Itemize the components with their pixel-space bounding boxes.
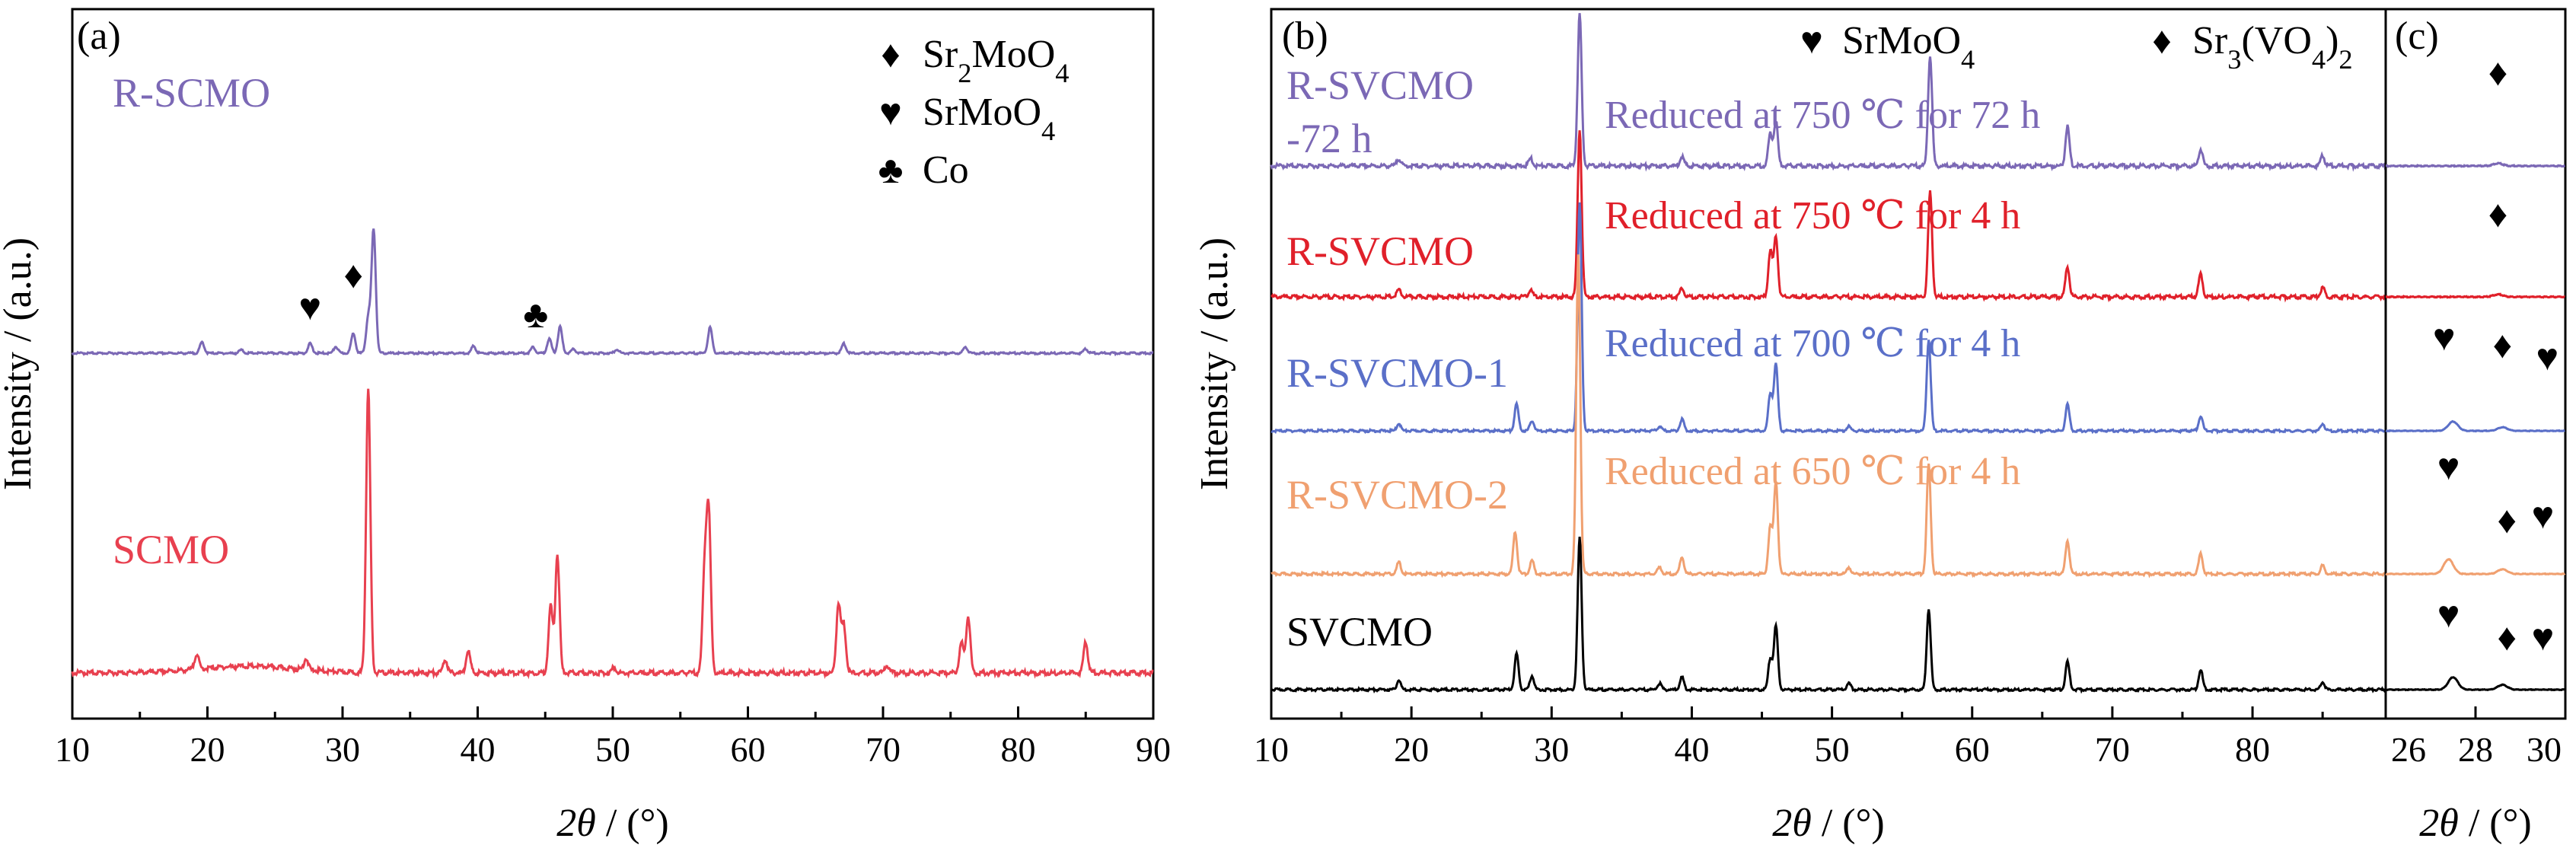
x-tick-label: 30 <box>2527 730 2562 769</box>
phase-marker: ♦ <box>2488 193 2508 235</box>
axis-label: Intensity / (a.u.) <box>0 238 40 490</box>
phase-marker: ♥ <box>2532 616 2555 658</box>
series-label: SVCMO <box>1286 609 1433 655</box>
legend-symbol: ♣ <box>878 148 904 191</box>
x-tick-label: 70 <box>866 730 901 769</box>
x-tick-label: 10 <box>1254 730 1289 769</box>
axis-label: 2θ / (°) <box>2419 802 2531 845</box>
x-tick-label: 26 <box>2391 730 2426 769</box>
legend-label: Sr3(VO4)2 <box>2192 19 2353 75</box>
series-line <box>1270 202 2386 435</box>
phase-marker: ♦ <box>2493 324 2513 366</box>
phase-marker: ♦ <box>2488 51 2508 94</box>
panel-c: 26 28 30 (c) 2θ / (°) ♦ ♦ ♥ ♦ ♥ ♥ ♦ ♥ ♥ ♦ ♥ <box>2384 8 2567 845</box>
zoom-series-line <box>2385 419 2565 433</box>
phase-marker: ♣ <box>523 293 548 336</box>
x-tick-label: 70 <box>2095 730 2130 769</box>
axis-label: 2θ / (°) <box>556 802 668 845</box>
reduction-annotation: Reduced at 750 ℃ for 4 h <box>1605 194 2020 238</box>
series-label: R-SVCMO <box>1286 62 1474 108</box>
phase-marker: ♦ <box>2498 499 2517 541</box>
series-line-r-scmo <box>71 228 1154 357</box>
zoom-series-line <box>2385 161 2565 168</box>
x-tick-label: 60 <box>731 730 766 769</box>
x-tick-label: 28 <box>2458 730 2493 769</box>
x-tick-label: 40 <box>461 730 496 769</box>
series-label: R-SVCMO-1 <box>1286 350 1508 396</box>
phase-marker: ♥ <box>2437 445 2460 488</box>
panel-b-label: (b) <box>1282 14 1328 58</box>
x-tick-label: 30 <box>325 730 360 769</box>
series-line <box>1270 130 2386 303</box>
reduction-annotation: Reduced at 650 ℃ for 4 h <box>1605 450 2020 493</box>
x-tick-label: 10 <box>55 730 90 769</box>
x-tick-label: 20 <box>1394 730 1429 769</box>
x-tick-label: 80 <box>1001 730 1036 769</box>
x-tick-label: 40 <box>1674 730 1709 769</box>
reduction-annotation: Reduced at 700 ℃ for 4 h <box>1605 322 2020 365</box>
legend-symbol: ♥ <box>1800 19 1823 62</box>
panel-b: 10 20 30 40 50 60 70 80 (b) 2θ / (°) Intensity / (… <box>1193 8 2387 845</box>
phase-marker: ♥ <box>2532 494 2555 537</box>
panel-c-label: (c) <box>2395 14 2439 58</box>
axis-label: 2θ / (°) <box>1772 802 1884 845</box>
x-tick-label: 30 <box>1534 730 1569 769</box>
series-label: R-SVCMO <box>1286 228 1474 274</box>
phase-marker: ♦ <box>343 253 363 296</box>
series-label: R-SVCMO-2 <box>1286 472 1508 518</box>
phase-marker: ♦ <box>2498 616 2517 658</box>
legend-label: Co <box>923 148 969 192</box>
series-line-scmo <box>71 388 1154 680</box>
legend-symbol: ♦ <box>881 33 901 75</box>
legend-label: SrMoO4 <box>1842 19 1975 75</box>
zoom-series-line <box>2386 676 2566 692</box>
series-label: -72 h <box>1286 116 1372 161</box>
legend-symbol: ♥ <box>879 91 902 133</box>
x-tick-label: 50 <box>595 730 630 769</box>
phase-marker: ♥ <box>2536 336 2559 378</box>
x-tick-label: 50 <box>1815 730 1850 769</box>
zoom-series-line <box>2385 292 2565 299</box>
series-line <box>1270 13 2387 172</box>
series-line <box>1270 536 2387 694</box>
phase-marker: ♥ <box>2433 316 2456 359</box>
axis-label: Intensity / (a.u.) <box>1193 238 1236 490</box>
phase-marker: ♥ <box>299 285 322 328</box>
x-tick-label: 20 <box>190 730 225 769</box>
reduction-annotation: Reduced at 750 ℃ for 72 h <box>1605 94 2040 137</box>
panel-a-label: (a) <box>77 14 121 58</box>
series-line <box>1270 254 2386 579</box>
phase-marker: ♥ <box>2437 593 2460 636</box>
zoom-series-line <box>2385 557 2566 576</box>
x-tick-label: 60 <box>1955 730 1990 769</box>
legend-label: Sr2MoO4 <box>923 33 1069 88</box>
x-tick-label: 80 <box>2235 730 2270 769</box>
panel-a: 10 20 30 40 50 60 70 80 90 (a) 2θ / (°) Intensity /… <box>0 8 1171 845</box>
legend-symbol: ♦ <box>2152 19 2172 62</box>
series-label: R-SCMO <box>113 70 270 116</box>
x-tick-label: 90 <box>1136 730 1171 769</box>
legend-label: SrMoO4 <box>923 91 1055 146</box>
series-label: SCMO <box>113 527 229 572</box>
